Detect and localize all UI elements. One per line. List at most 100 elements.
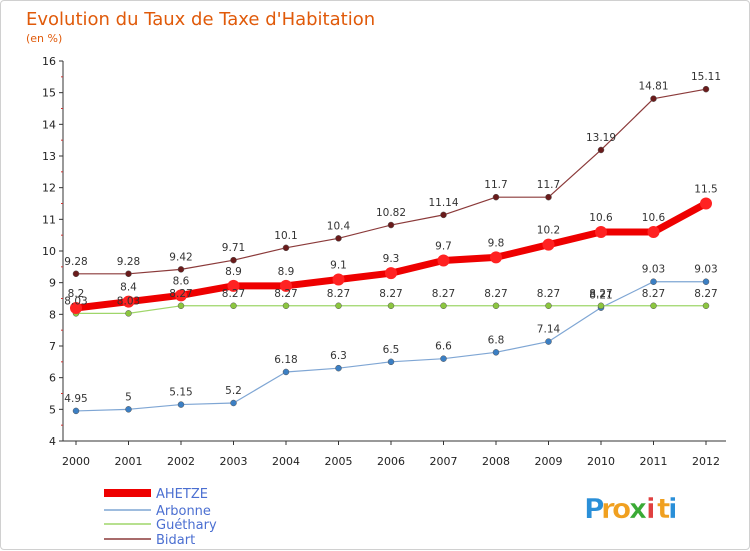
x-tick-label: 2003: [220, 455, 248, 468]
data-label-bidart: 9.28: [64, 256, 87, 268]
x-tick-label: 2002: [167, 455, 195, 468]
point-bidart: [545, 193, 552, 201]
data-label-bidart: 10.82: [376, 207, 406, 219]
point-bidart: [440, 211, 447, 219]
data-label-ahetze: 9.1: [330, 260, 347, 272]
point-arbonne: [177, 401, 185, 408]
data-label-guethary: 8.27: [694, 288, 717, 300]
y-tick-label: 11: [42, 213, 56, 226]
y-tick-label: 5: [49, 403, 56, 416]
point-ahetze: [280, 279, 292, 292]
data-label-guethary: 8.03: [117, 295, 140, 307]
point-arbonne: [387, 358, 395, 366]
data-label-bidart: 10.1: [274, 230, 297, 242]
data-label-ahetze: 8.4: [120, 282, 137, 294]
data-label-ahetze: 8.9: [278, 266, 295, 278]
point-guethary: [230, 302, 237, 310]
data-label-guethary: 8.27: [642, 288, 665, 300]
x-tick-label: 2012: [692, 455, 720, 468]
data-label-guethary: 8.27: [589, 288, 612, 300]
data-label-guethary: 8.27: [537, 288, 560, 300]
point-arbonne: [125, 406, 132, 413]
point-guethary: [597, 302, 605, 310]
point-bidart: [702, 85, 710, 93]
data-label-bidart: 10.4: [327, 220, 351, 232]
y-tick-label: 6: [49, 372, 56, 385]
point-bidart: [177, 266, 185, 273]
y-tick-label: 7: [49, 340, 56, 353]
data-label-ahetze: 9.7: [435, 241, 452, 253]
data-label-guethary: 8.27: [222, 288, 245, 300]
data-label-arbonne: 7.14: [537, 324, 561, 336]
data-label-arbonne: 5.2: [225, 385, 242, 397]
data-label-arbonne: 5.15: [169, 387, 192, 399]
point-bidart: [650, 95, 657, 102]
data-label-guethary: 8.03: [64, 295, 87, 307]
point-guethary: [440, 302, 447, 310]
x-tick-label: 2010: [587, 455, 615, 468]
point-arbonne: [72, 407, 80, 415]
point-arbonne: [230, 399, 237, 407]
point-ahetze: [332, 273, 345, 286]
point-ahetze: [70, 302, 82, 314]
series-layer: [70, 85, 712, 415]
point-guethary: [282, 302, 290, 310]
data-label-ahetze: 9.8: [488, 237, 505, 249]
data-label-guethary: 8.27: [327, 288, 350, 300]
data-label-arbonne: 6.6: [435, 341, 452, 353]
y-tick-label: 9: [49, 277, 56, 290]
data-label-arbonne: 8.21: [589, 290, 612, 302]
x-tick-label: 2009: [535, 455, 563, 468]
x-tick-label: 2005: [325, 455, 353, 468]
series-line-bidart: [75, 88, 707, 275]
data-label-arbonne: 6.3: [330, 350, 347, 362]
x-tick-label: 2008: [482, 455, 510, 468]
y-tick-label: 10: [42, 245, 56, 258]
point-bidart: [125, 270, 132, 278]
data-label-ahetze: 9.3: [383, 253, 400, 265]
data-label-ahetze: 8.6: [173, 275, 190, 287]
point-guethary: [702, 302, 710, 310]
data-label-arbonne: 4.95: [64, 393, 87, 405]
data-label-bidart: 9.71: [222, 242, 245, 254]
data-label-guethary: 8.27: [432, 288, 455, 300]
point-guethary: [492, 302, 500, 310]
point-ahetze: [437, 254, 450, 267]
data-label-bidart: 9.42: [169, 251, 192, 263]
data-label-arbonne: 5: [125, 391, 132, 403]
data-label-ahetze: 11.5: [694, 184, 717, 196]
point-ahetze: [647, 226, 660, 238]
point-guethary: [545, 302, 552, 310]
logo-letter: t: [657, 492, 670, 525]
y-tick-label: 15: [42, 87, 56, 100]
y-tick-label: 12: [42, 182, 56, 195]
y-tick-label: 8: [49, 308, 56, 321]
y-tick-label: 4: [49, 435, 56, 448]
data-label-guethary: 8.27: [484, 288, 507, 300]
data-label-bidart: 14.81: [638, 81, 668, 93]
logo-letter: o: [612, 492, 631, 525]
logo-letter: x: [629, 492, 647, 525]
x-tick-label: 2001: [115, 455, 143, 468]
data-label-guethary: 8.27: [379, 288, 402, 300]
legend-label-bidart: Bidart: [156, 533, 195, 548]
point-arbonne: [702, 278, 710, 285]
data-label-arbonne: 9.03: [694, 264, 717, 276]
point-ahetze: [700, 197, 712, 210]
data-label-arbonne: 6.5: [383, 344, 400, 356]
data-label-guethary: 8.27: [169, 288, 192, 300]
data-label-ahetze: 10.2: [537, 225, 560, 237]
x-tick-label: 2000: [62, 455, 90, 468]
y-tick-label: 13: [42, 150, 56, 163]
data-label-ahetze: 10.6: [589, 212, 613, 224]
logo-letter: i: [646, 492, 656, 525]
data-label-bidart: 15.11: [691, 71, 721, 83]
data-label-bidart: 11.7: [484, 179, 507, 191]
point-arbonne: [335, 364, 342, 372]
point-guethary: [335, 302, 342, 310]
point-bidart: [387, 221, 395, 229]
data-label-bidart: 11.7: [537, 179, 560, 191]
point-guethary: [387, 302, 395, 310]
